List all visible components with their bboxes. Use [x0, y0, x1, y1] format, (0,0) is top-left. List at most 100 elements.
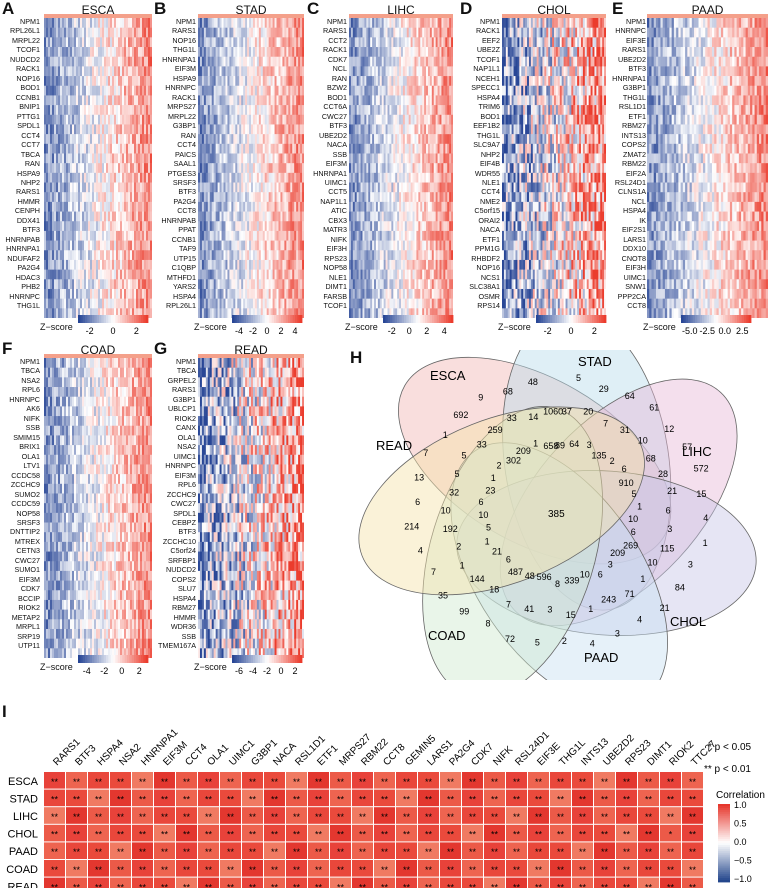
heatmap-cell — [114, 250, 116, 260]
heatmap-cell — [364, 28, 366, 38]
heatmap-cell — [122, 47, 124, 57]
heatmap-cell — [124, 173, 126, 183]
heatmap-cell — [225, 18, 227, 28]
heatmap-cell — [366, 153, 368, 163]
heatmap-cell — [46, 115, 48, 125]
heatmap-cell — [249, 144, 251, 154]
heatmap-cell — [407, 28, 409, 38]
heatmap-cell — [80, 231, 82, 241]
heatmap-cell — [403, 279, 405, 289]
heatmap-cell — [68, 153, 70, 163]
heatmap-cell — [277, 279, 279, 289]
heatmap-cell — [434, 115, 436, 125]
heatmap-cell — [393, 231, 395, 241]
heatmap-cell — [214, 57, 216, 67]
heatmap-cell — [200, 202, 202, 212]
heatmap-cell — [84, 57, 86, 67]
heatmap-cell — [114, 57, 116, 67]
heatmap-cell — [120, 260, 122, 270]
heatmap-cell — [440, 37, 442, 47]
heatmap-cell — [136, 270, 138, 280]
heatmap-cell — [204, 76, 206, 86]
heatmap-cell — [108, 76, 110, 86]
heatmap-cell — [359, 66, 361, 76]
heatmap-cell — [100, 28, 102, 38]
heatmap-cell — [384, 183, 386, 193]
heatmap-cell — [261, 47, 263, 57]
heatmap-cell — [382, 134, 384, 144]
heatmap-cell — [206, 37, 208, 47]
heatmap-cell — [138, 86, 140, 96]
heatmap-cell — [357, 183, 359, 193]
heatmap-cell — [389, 192, 391, 202]
heatmap-cell — [138, 270, 140, 280]
heatmap-cell — [251, 153, 253, 163]
heatmap-cell — [214, 144, 216, 154]
heatmap-cell — [362, 299, 364, 309]
heatmap-cell — [432, 221, 434, 231]
heatmap-cell — [90, 66, 92, 76]
heatmap-cell — [204, 37, 206, 47]
heatmap-cell — [267, 173, 269, 183]
heatmap-cell — [351, 231, 353, 241]
heatmap-cell — [300, 173, 302, 183]
heatmap-cell — [84, 260, 86, 270]
heatmap-cell — [80, 144, 82, 154]
heatmap-cell — [368, 95, 370, 105]
heatmap-cell — [389, 231, 391, 241]
heatmap-cell — [436, 183, 438, 193]
heatmap-cell — [56, 173, 58, 183]
heatmap-cell — [388, 28, 390, 38]
heatmap-cell — [359, 105, 361, 115]
heatmap-cell — [349, 95, 351, 105]
heatmap-cell — [212, 279, 214, 289]
heatmap-cell — [216, 279, 218, 289]
heatmap-cell — [397, 212, 399, 222]
heatmap-cell — [265, 192, 267, 202]
heatmap-cell — [227, 212, 229, 222]
heatmap-cell — [362, 18, 364, 28]
heatmap-cell — [261, 86, 263, 96]
heatmap-cell — [399, 18, 401, 28]
heatmap-cell — [130, 18, 132, 28]
heatmap-cell — [251, 221, 253, 231]
heatmap-cell — [372, 221, 374, 231]
heatmap-cell — [362, 66, 364, 76]
heatmap-cell — [214, 202, 216, 212]
heatmap-cell — [56, 279, 58, 289]
heatmap-cell — [86, 86, 88, 96]
heatmap-cell — [403, 47, 405, 57]
heatmap-cell — [376, 86, 378, 96]
heatmap-cell — [430, 144, 432, 154]
heatmap-cell — [206, 241, 208, 251]
heatmap-cell — [88, 289, 90, 299]
heatmap-cell — [233, 124, 235, 134]
heatmap-cell — [110, 18, 112, 28]
heatmap-cell — [362, 95, 364, 105]
heatmap-cell — [241, 250, 243, 260]
heatmap-cell — [265, 144, 267, 154]
heatmap-cell — [413, 173, 415, 183]
heatmap-cell — [56, 144, 58, 154]
heatmap-cell — [96, 76, 98, 86]
heatmap-cell — [411, 163, 413, 173]
heatmap-cell — [407, 124, 409, 134]
heatmap-cell — [210, 105, 212, 115]
heatmap-cell — [134, 289, 136, 299]
heatmap-cell — [298, 124, 300, 134]
heatmap-cell — [82, 221, 84, 231]
heatmap-cell — [257, 202, 259, 212]
heatmap-cell — [280, 202, 282, 212]
heatmap-cell — [134, 134, 136, 144]
heatmap-cell — [146, 250, 148, 260]
heatmap-cell — [267, 28, 269, 38]
heatmap-cell — [388, 173, 390, 183]
heatmap-cell — [90, 192, 92, 202]
heatmap-cell — [72, 163, 74, 173]
heatmap-cell — [265, 241, 267, 251]
heatmap-cell — [206, 134, 208, 144]
heatmap-cell — [96, 163, 98, 173]
heatmap-cell — [112, 105, 114, 115]
zscore-tick: 2 — [278, 326, 283, 336]
heatmap-cell — [92, 144, 94, 154]
